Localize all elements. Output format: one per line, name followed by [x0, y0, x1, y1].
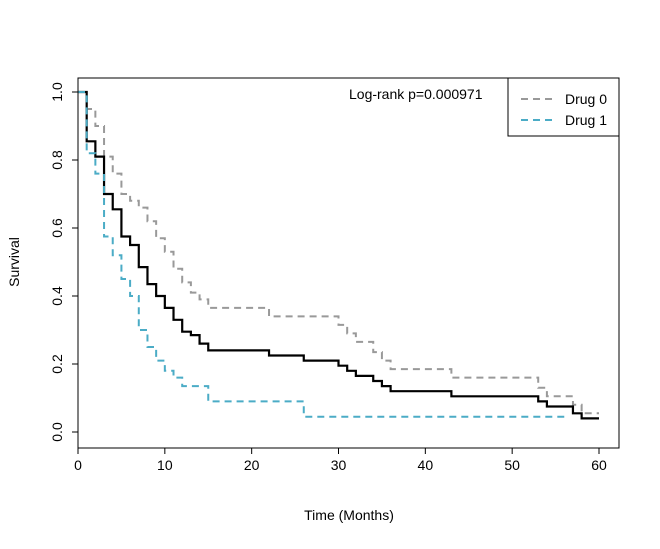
plot-area [78, 90, 599, 420]
y-tick-label: 0.6 [49, 218, 65, 238]
x-tick-label: 40 [418, 457, 434, 473]
legend-box [507, 77, 620, 137]
x-tick-label: 20 [244, 457, 260, 473]
legend-label: Drug 0 [565, 91, 607, 107]
x-tick-label: 30 [331, 457, 347, 473]
series-line-drug-1 [78, 91, 565, 418]
y-tick-label: 0.4 [49, 286, 65, 306]
x-tick-label: 50 [504, 457, 520, 473]
series-line-drug-0 [78, 91, 599, 415]
y-axis-title: Survival [6, 237, 22, 287]
y-tick-label: 1.0 [49, 82, 65, 102]
series-line-overall [78, 90, 599, 420]
y-tick-label: 0.2 [49, 354, 65, 374]
x-tick-label: 60 [591, 457, 607, 473]
log-rank-annotation: Log-rank p=0.000971 [349, 86, 483, 102]
legend: Drug 0 Drug 1 [507, 77, 620, 137]
legend-label: Drug 1 [565, 112, 607, 128]
x-axis-title: Time (Months) [304, 507, 394, 523]
axes: 0 10 20 30 40 50 60 0.0 0.2 0.4 0.6 0.8 1.0 [49, 77, 620, 473]
y-tick-label: 0.0 [49, 422, 65, 442]
x-tick-label: 10 [157, 457, 173, 473]
y-tick-label: 0.8 [49, 150, 65, 170]
x-tick-label: 0 [74, 457, 82, 473]
